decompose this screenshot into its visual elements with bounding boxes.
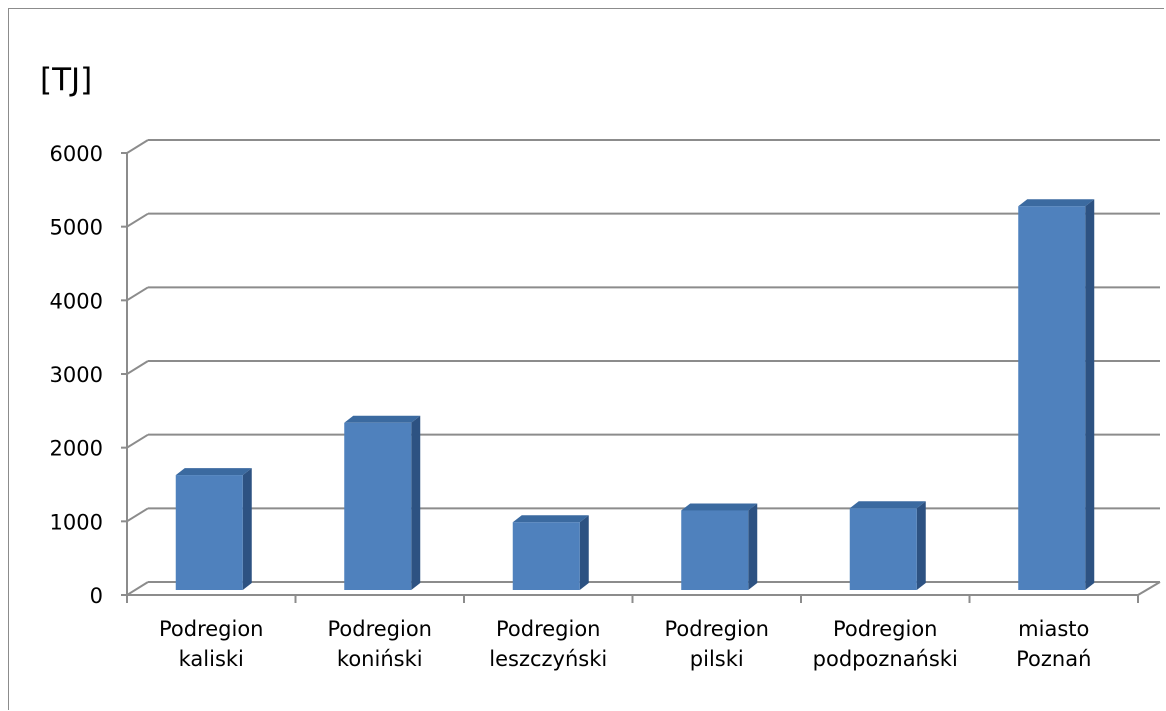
x-category-label: Podregion xyxy=(496,617,601,641)
bar-front xyxy=(512,522,580,590)
bars xyxy=(175,199,1095,591)
bar xyxy=(1018,199,1095,591)
y-tick-label: 0 xyxy=(90,584,103,608)
x-category-label: Podregion xyxy=(664,617,769,641)
y-tick-labels: 0 1000 2000 3000 4000 5000 6000 xyxy=(50,142,103,608)
x-category-labels: Podregion kaliski Podregion koniński Podregi… xyxy=(159,617,1091,671)
bar-side xyxy=(579,515,589,590)
bar-front xyxy=(1018,206,1086,591)
bar-side xyxy=(748,503,758,590)
depth-tick xyxy=(126,360,149,375)
x-category-label: miasto xyxy=(1018,617,1089,641)
x-category-label: pilski xyxy=(690,647,744,671)
bar-top xyxy=(344,415,421,423)
depth-tick xyxy=(126,507,149,523)
bar xyxy=(512,515,589,590)
y-tick-label: 2000 xyxy=(50,437,103,461)
depth-tick xyxy=(126,581,149,596)
bar-side xyxy=(411,415,421,590)
bar-top xyxy=(681,503,758,511)
bar-top xyxy=(849,501,926,509)
bar-front xyxy=(681,510,749,590)
y-tick-label: 6000 xyxy=(50,142,103,166)
x-category-label: podpoznański xyxy=(813,647,958,671)
bar-front xyxy=(175,475,243,590)
bar xyxy=(849,501,926,590)
x-category-label: Poznań xyxy=(1016,647,1091,671)
bar-front xyxy=(849,508,917,590)
gridlines xyxy=(148,139,1160,583)
bar xyxy=(175,468,252,590)
y-tick-label: 1000 xyxy=(50,510,103,534)
y-tick-label: 4000 xyxy=(50,289,103,313)
depth-tick xyxy=(126,212,149,228)
y-unit-label: [TJ] xyxy=(40,62,93,98)
bar-side xyxy=(1085,199,1095,591)
y-tick-label: 3000 xyxy=(50,363,103,387)
bar xyxy=(344,415,421,590)
x-category-label: kaliski xyxy=(179,647,244,671)
x-category-label: Podregion xyxy=(833,617,938,641)
x-category-label: koniński xyxy=(337,647,423,671)
chart-frame xyxy=(8,8,1164,710)
bar-side xyxy=(916,501,926,590)
axes xyxy=(121,139,1161,603)
depth-tick xyxy=(126,139,149,154)
bar-side xyxy=(242,468,252,590)
depth-tick xyxy=(126,433,149,449)
x-category-label: Podregion xyxy=(327,617,432,641)
bar-front xyxy=(344,422,412,590)
bar xyxy=(681,503,758,590)
depth-tick xyxy=(126,286,149,302)
bar-top xyxy=(512,515,589,523)
bar-top xyxy=(175,468,252,476)
y-tick-label: 5000 xyxy=(50,216,103,240)
x-category-label: leszczyński xyxy=(489,647,607,671)
bar-top xyxy=(1018,199,1095,207)
floor-edge xyxy=(1137,581,1161,596)
x-category-label: Podregion xyxy=(159,617,264,641)
